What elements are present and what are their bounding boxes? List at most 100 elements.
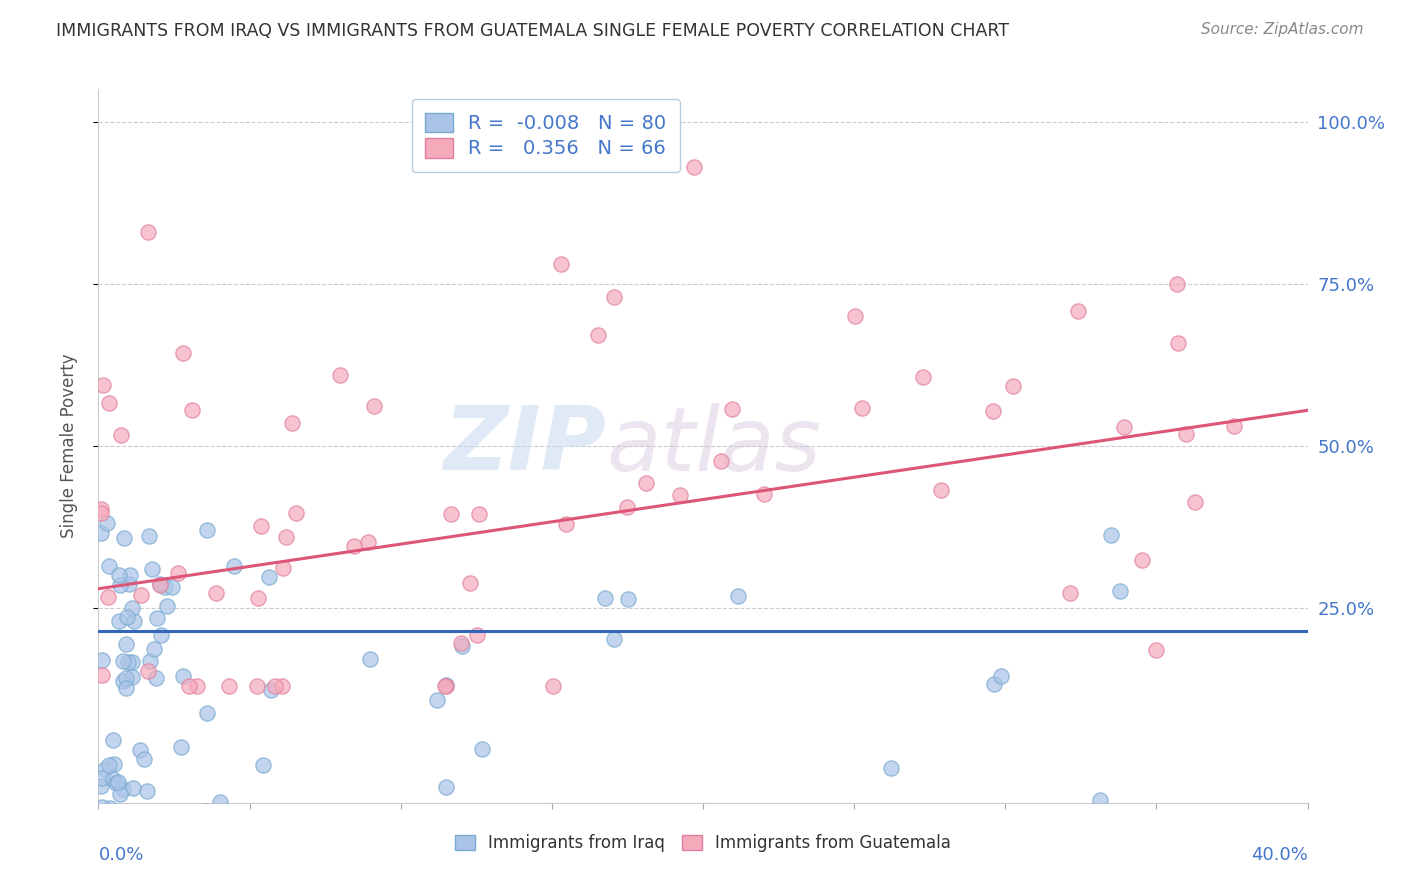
Point [1059,586,1081,600]
Point [981,404,1004,418]
Point [98,757,121,772]
Point [1132,552,1154,566]
Point [259,570,281,584]
Point [911,369,934,384]
Point [280,416,302,430]
Point [141,562,163,576]
Text: IMMIGRANTS FROM IRAQ VS IMMIGRANTS FROM GUATEMALA SINGLE FEMALE POVERTY CORRELAT: IMMIGRANTS FROM IRAQ VS IMMIGRANTS FROM … [56,22,1010,40]
Point [983,677,1005,691]
Point [111,654,134,668]
Point [91,378,114,392]
Point [90,525,112,540]
Point [434,780,457,794]
Point [270,679,292,693]
Point [111,781,134,796]
Point [118,576,141,591]
Point [177,679,200,693]
Point [112,531,135,545]
Point [115,610,138,624]
Point [104,776,127,790]
Point [1002,379,1025,393]
Point [363,399,385,413]
Point [669,488,692,502]
Point [90,779,112,793]
Point [990,669,1012,683]
Point [1067,304,1090,318]
Text: atlas: atlas [606,403,821,489]
Point [246,591,269,606]
Point [250,518,273,533]
Point [468,508,491,522]
Point [1166,277,1188,291]
Point [129,743,152,757]
Point [118,810,141,824]
Point [117,655,139,669]
Point [1223,418,1246,433]
Point [844,310,866,324]
Point [1112,420,1135,434]
Point [143,642,166,657]
Point [114,637,136,651]
Point [172,346,194,360]
Point [186,679,208,693]
Point [617,592,640,607]
Point [754,487,776,501]
Point [636,476,658,491]
Point [603,632,626,646]
Point [121,670,143,684]
Point [91,667,114,681]
Point [683,160,706,174]
Point [440,508,463,522]
Point [139,654,162,668]
Point [276,530,298,544]
Point [103,756,125,771]
Point [271,560,294,574]
Point [204,586,226,600]
Point [94,762,117,776]
Point [90,653,112,667]
Point [616,500,638,514]
Point [1088,793,1111,807]
Point [593,591,616,606]
Point [1167,336,1189,351]
Point [97,559,120,574]
Point [115,671,138,685]
Point [285,507,308,521]
Point [108,614,131,628]
Point [555,516,578,531]
Point [218,679,240,693]
Point [426,693,449,707]
Point [156,599,179,613]
Point [110,428,132,442]
Point [929,483,952,497]
Point [357,535,380,549]
Point [132,752,155,766]
Point [91,771,114,785]
Point [108,567,131,582]
Point [208,795,231,809]
Point [434,678,457,692]
Point [145,611,167,625]
Point [101,772,124,786]
Point [149,577,172,591]
Point [136,225,159,239]
Point [434,679,457,693]
Point [114,811,136,825]
Point [108,787,131,801]
Point [820,814,842,829]
Point [434,679,457,693]
Point [121,655,143,669]
Point [167,566,190,581]
Point [471,742,494,756]
Point [153,580,176,594]
Text: 40.0%: 40.0% [1251,846,1308,863]
Point [343,539,366,553]
Point [246,679,269,693]
Point [145,671,167,685]
Point [129,588,152,602]
Point [91,805,114,820]
Point [195,706,218,720]
Point [197,523,219,537]
Point [162,581,184,595]
Point [260,683,283,698]
